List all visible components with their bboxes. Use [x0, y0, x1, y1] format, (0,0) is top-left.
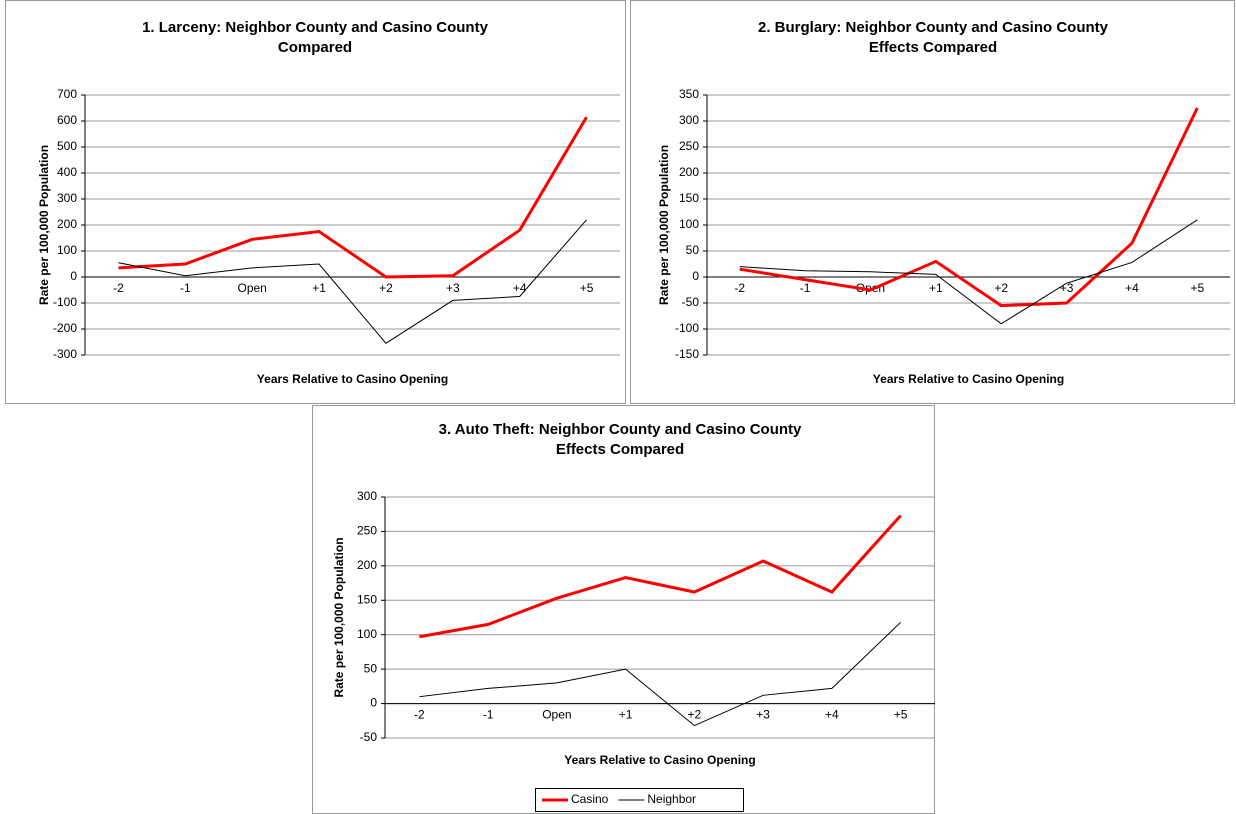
x-axis-title: Years Relative to Casino Opening [873, 372, 1064, 386]
x-tick-label: +1 [312, 281, 326, 295]
y-tick-label: -100 [675, 321, 699, 335]
x-tick-label: +3 [1060, 281, 1074, 295]
y-tick-label: 350 [679, 87, 699, 101]
x-tick-label: Open [542, 708, 571, 722]
x-tick-label: +5 [580, 281, 594, 295]
y-tick-label: 250 [679, 139, 699, 153]
y-axis-title: Rate per 100,000 Population [657, 145, 671, 305]
x-tick-label: +2 [688, 708, 702, 722]
y-tick-label: 200 [57, 217, 77, 231]
x-tick-label: -2 [113, 281, 124, 295]
y-tick-label: 700 [57, 87, 77, 101]
y-tick-label: 0 [370, 696, 377, 710]
x-tick-label: Open [238, 281, 267, 295]
y-tick-label: -50 [360, 730, 378, 744]
x-tick-label: +1 [929, 281, 943, 295]
y-tick-label: 150 [679, 191, 699, 205]
chart-title: Effects Compared [556, 441, 684, 458]
x-axis-title: Years Relative to Casino Opening [257, 372, 448, 386]
legend-label: Neighbor [647, 792, 696, 806]
x-tick-label: -2 [414, 708, 425, 722]
series-line [739, 219, 1198, 325]
series-line [739, 107, 1199, 308]
y-tick-label: 400 [57, 165, 77, 179]
series-line [118, 116, 588, 279]
chart-title: Compared [278, 39, 352, 56]
x-tick-label: -1 [483, 708, 494, 722]
y-tick-label: -200 [53, 321, 77, 335]
y-tick-label: 250 [357, 524, 377, 538]
y-tick-label: -100 [53, 295, 77, 309]
y-tick-label: 300 [357, 489, 377, 503]
y-axis-title: Rate per 100,000 Population [37, 145, 51, 305]
x-tick-label: -1 [180, 281, 191, 295]
y-tick-label: 100 [357, 627, 377, 641]
y-tick-label: 0 [692, 269, 699, 283]
y-tick-label: 600 [57, 113, 77, 127]
x-tick-label: +1 [619, 708, 633, 722]
x-tick-label: +4 [513, 281, 527, 295]
y-tick-label: 200 [679, 165, 699, 179]
y-tick-label: 150 [357, 592, 377, 606]
y-tick-label: -150 [675, 347, 699, 361]
y-tick-label: 300 [679, 113, 699, 127]
x-tick-label: +4 [1125, 281, 1139, 295]
series-line [419, 621, 901, 727]
y-tick-label: 50 [364, 661, 378, 675]
x-tick-label: +3 [446, 281, 460, 295]
y-tick-label: 100 [679, 217, 699, 231]
x-tick-label: +3 [756, 708, 770, 722]
x-tick-label: +5 [1190, 281, 1204, 295]
chart-title: 2. Burglary: Neighbor County and Casino … [758, 19, 1109, 36]
x-tick-label: -1 [800, 281, 811, 295]
panel-border [5, 0, 626, 404]
legend-label: Casino [571, 792, 609, 806]
x-axis-title: Years Relative to Casino Opening [564, 753, 755, 767]
y-tick-label: 300 [57, 191, 77, 205]
x-tick-label: +2 [379, 281, 393, 295]
y-tick-label: 100 [57, 243, 77, 257]
x-tick-label: +2 [994, 281, 1008, 295]
x-tick-label: -2 [734, 281, 745, 295]
x-tick-label: Open [856, 281, 885, 295]
y-tick-label: 200 [357, 558, 377, 572]
y-tick-label: 50 [686, 243, 700, 257]
y-tick-label: 500 [57, 139, 77, 153]
y-tick-label: -50 [682, 295, 700, 309]
y-tick-label: -300 [53, 347, 77, 361]
chart-title: 3. Auto Theft: Neighbor County and Casin… [439, 421, 802, 438]
y-axis-title: Rate per 100,000 Population [332, 537, 346, 697]
chart-title: 1. Larceny: Neighbor County and Casino C… [142, 19, 489, 36]
series-line [419, 514, 902, 639]
y-tick-label: 0 [70, 269, 77, 283]
x-tick-label: +5 [894, 708, 908, 722]
x-tick-label: +4 [825, 708, 839, 722]
series-line [118, 219, 587, 344]
panel-border [630, 0, 1235, 404]
chart-title: Effects Compared [869, 39, 997, 56]
